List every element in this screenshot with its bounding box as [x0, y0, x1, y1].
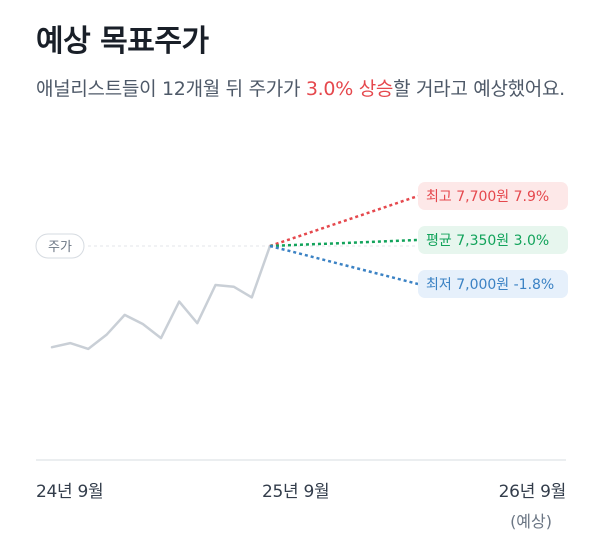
price-badge-label: 주가 — [48, 240, 72, 255]
page-title: 예상 목표주가 — [36, 24, 209, 59]
projection-line-avg — [269, 238, 419, 248]
target-label-avg: 평균 7,350원 3.0% — [426, 233, 549, 249]
page-subtitle: 애널리스트들이 12개월 뒤 주가가 3.0% 상승할 거라고 예상했어요. — [36, 70, 576, 108]
subtitle-highlight: 3.0% 상승 — [305, 78, 394, 100]
x-tick-sublabel: (예상) — [510, 512, 552, 531]
history-price-line — [50, 244, 272, 351]
subtitle-text-end: 할 거라고 예상했어요. — [393, 78, 565, 100]
target-badge-avg — [418, 226, 568, 254]
target-badge-high — [418, 182, 568, 210]
projection-line-low — [269, 244, 419, 286]
price-badge — [35, 233, 85, 259]
subtitle-text-start: 애널리스트들이 12개월 뒤 주가가 — [36, 78, 306, 100]
x-tick-label: 26년 9월 — [498, 482, 567, 502]
target-label-low: 최저 7,000원 -1.8% — [426, 277, 554, 293]
x-tick-label: 24년 9월 — [36, 482, 104, 502]
target-badge-low — [418, 270, 568, 298]
projection-line-high — [269, 194, 419, 248]
target-label-high: 최고 7,700원 7.9% — [426, 189, 549, 205]
x-tick-label: 25년 9월 — [262, 482, 330, 502]
